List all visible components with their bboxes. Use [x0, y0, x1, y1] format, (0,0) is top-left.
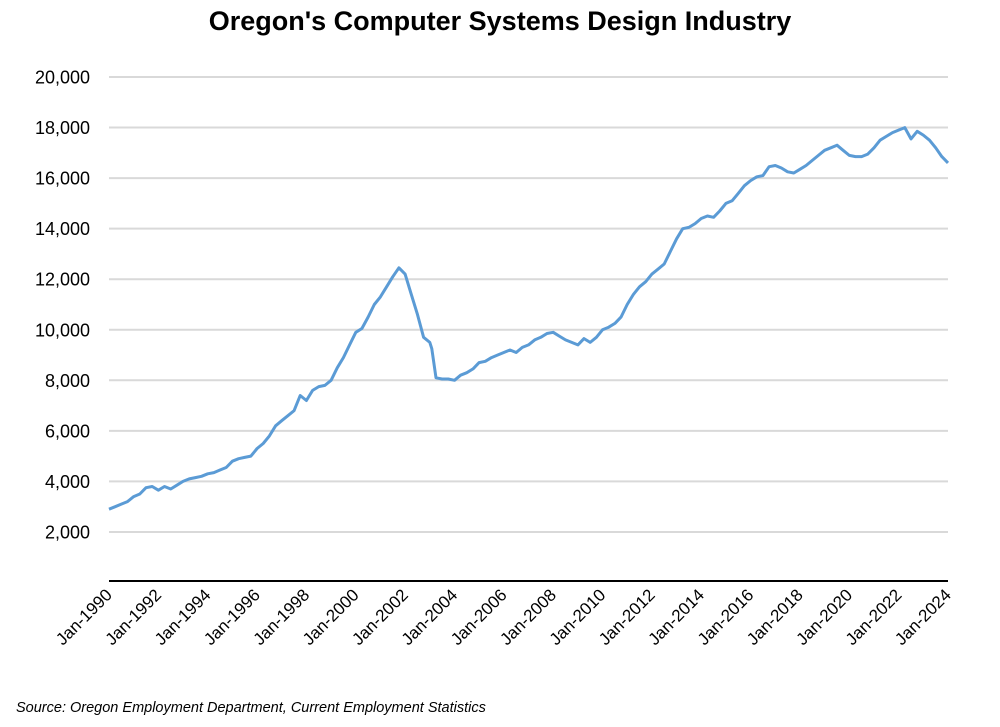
y-tick-label: 18,000 — [35, 118, 90, 138]
y-tick-label: 12,000 — [35, 270, 90, 290]
series-line — [108, 126, 950, 511]
y-tick-label: 8,000 — [45, 371, 90, 391]
series-layer — [108, 126, 950, 511]
y-tick-label: 20,000 — [35, 68, 90, 88]
source-note: Source: Oregon Employment Department, Cu… — [16, 700, 486, 716]
y-tick-label: 2,000 — [45, 522, 90, 542]
chart-title: Oregon's Computer Systems Design Industr… — [208, 6, 792, 36]
y-tick-label: 4,000 — [45, 472, 90, 492]
gridlines — [109, 76, 948, 533]
y-axis-tick-labels: 2,000 4,000 6,000 8,000 10,000 12,000 14,000 16… — [35, 68, 90, 543]
y-tick-label: 16,000 — [35, 169, 90, 189]
y-tick-label: 6,000 — [45, 421, 90, 441]
y-tick-label: 14,000 — [35, 219, 90, 239]
y-tick-label: 10,000 — [35, 320, 90, 340]
x-axis-tick-labels: Jan-1990Jan-1992Jan-1994Jan-1996Jan-1998… — [52, 585, 955, 649]
